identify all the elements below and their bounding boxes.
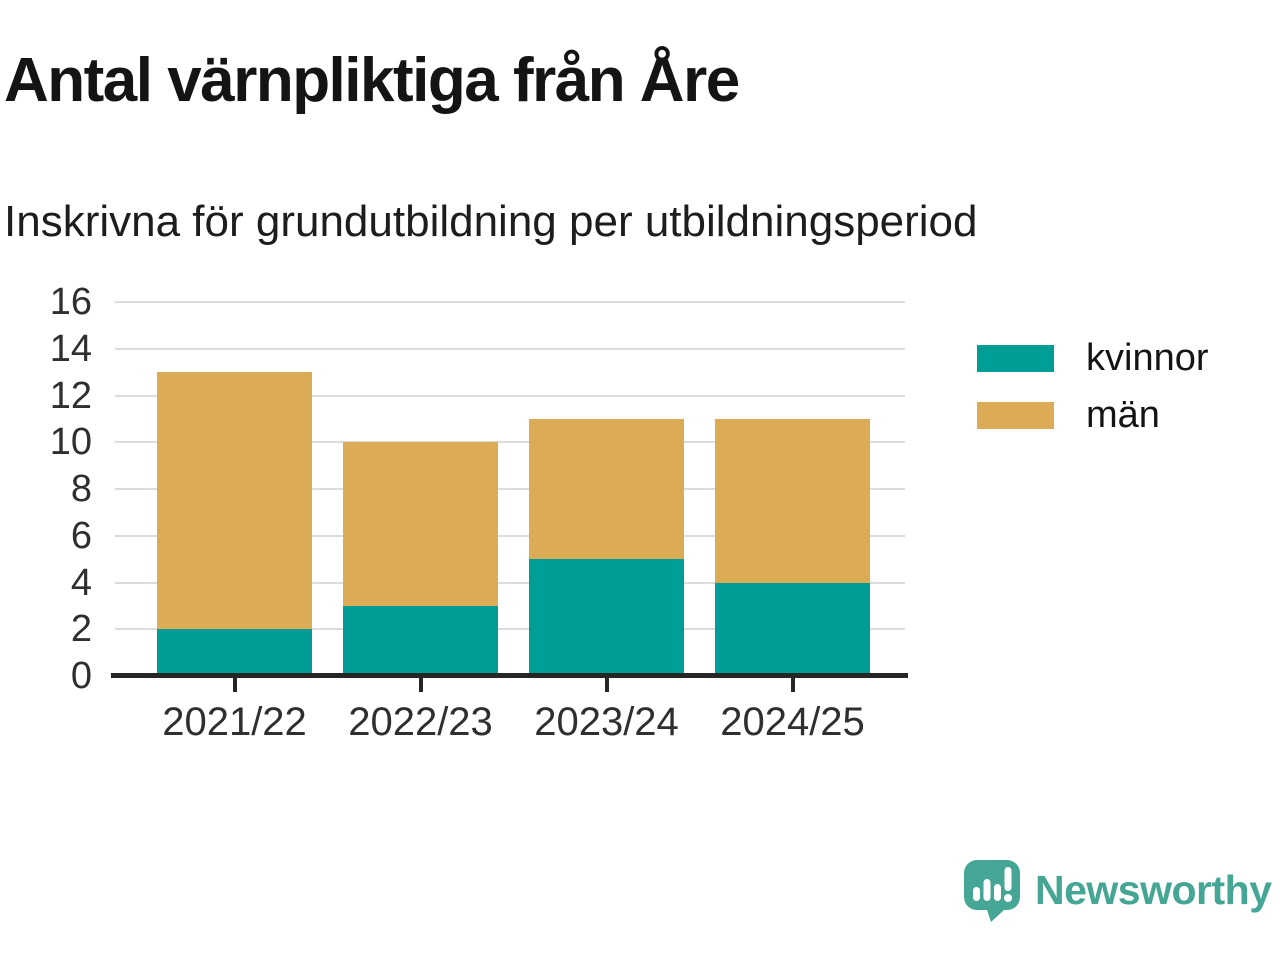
gridline-4 (115, 581, 905, 584)
gridline-6 (115, 534, 905, 537)
gridline-2 (115, 628, 905, 631)
legend-swatch-män (977, 401, 1054, 429)
x-tick-2024-25 (790, 678, 795, 692)
logo-bar-mid (994, 884, 1001, 901)
y-tick-label-4: 4 (70, 561, 92, 604)
logo-bar-tall (983, 879, 991, 901)
newsworthy-brand: Newsworthy (962, 858, 1272, 922)
legend-item-män: män (977, 393, 1160, 436)
logo-exclamation-dot (1004, 894, 1012, 902)
y-tick-label-12: 12 (49, 374, 92, 417)
bar-2024-25-män (715, 418, 870, 583)
legend-label-kvinnor: kvinnor (1086, 336, 1209, 379)
x-tick-2023-24 (604, 678, 609, 692)
y-tick-label-14: 14 (49, 327, 92, 370)
logo-bar-short (973, 887, 980, 901)
gridline-8 (115, 488, 905, 490)
gridline-16 (115, 301, 905, 303)
x-tick-2021-22 (232, 678, 237, 692)
x-tick-label-2021-22: 2021/22 (162, 700, 307, 744)
legend-label-män: män (1086, 393, 1160, 436)
newsworthy-wordmark: Newsworthy (1035, 866, 1272, 913)
y-tick-label-10: 10 (49, 421, 92, 464)
x-tick-label-2024-25: 2024/25 (720, 700, 865, 744)
bar-2021-22-män (157, 372, 312, 630)
gridline-14 (115, 347, 905, 350)
gridline-10 (115, 441, 905, 444)
x-tick-2022-23 (418, 678, 423, 692)
y-tick-label-8: 8 (70, 468, 92, 510)
bar-2023-24-män (529, 418, 684, 560)
y-tick-label-0: 0 (70, 655, 92, 697)
bar-2024-25-kvinnor (715, 582, 870, 676)
chart-title: Antal värnpliktiga från Åre (4, 46, 740, 115)
legend-item-kvinnor: kvinnor (977, 336, 1209, 379)
y-tick-label-16: 16 (49, 281, 92, 323)
legend-swatch-kvinnor (977, 344, 1054, 372)
bar-2023-24-kvinnor (529, 559, 684, 676)
y-tick-label-6: 6 (70, 514, 92, 557)
y-tick-label-2: 2 (70, 608, 92, 651)
chart-subtitle: Inskrivna för grundutbildning per utbild… (4, 197, 978, 246)
bar-2022-23-män (343, 442, 498, 606)
plot-area (115, 301, 905, 676)
x-axis-line (111, 673, 908, 678)
gridline-12 (115, 394, 905, 397)
newsworthy-logo-icon (964, 860, 1020, 922)
bar-2022-23-kvinnor (343, 605, 498, 676)
bar-2021-22-kvinnor (157, 629, 312, 676)
logo-exclamation-bar (1004, 867, 1012, 891)
x-tick-label-2023-24: 2023/24 (534, 700, 679, 744)
x-tick-label-2022-23: 2022/23 (348, 700, 493, 744)
